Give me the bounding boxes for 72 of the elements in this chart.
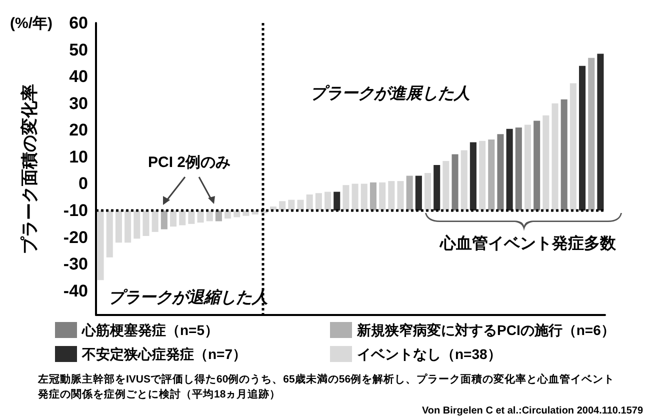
legend-label: 心筋梗塞発症（n=5） — [81, 322, 219, 338]
y-tick-label: 10 — [69, 147, 88, 166]
bar — [297, 200, 304, 211]
bar — [597, 54, 604, 211]
bar — [197, 210, 204, 223]
bar — [115, 210, 122, 243]
y-axis-title: プラーク面積の変化率 — [20, 84, 39, 254]
text: (%/年) — [10, 15, 52, 32]
bar — [97, 210, 104, 280]
bar — [488, 140, 495, 211]
bar — [134, 210, 140, 239]
bar — [442, 160, 450, 211]
y-tick-label: -10 — [63, 201, 88, 220]
y-tick-label: -30 — [63, 254, 88, 274]
bar — [188, 210, 195, 224]
y-tick-label: 50 — [69, 40, 88, 60]
bar — [170, 210, 177, 227]
bar — [452, 154, 458, 211]
bar — [406, 176, 413, 211]
bar — [479, 140, 486, 211]
bar — [506, 128, 513, 211]
bar — [352, 184, 358, 211]
y-tick-label: 20 — [69, 120, 88, 140]
bar — [560, 99, 568, 211]
bar — [570, 83, 576, 211]
annotation: プラークが進展した人 — [310, 84, 470, 102]
bar — [460, 150, 468, 211]
y-tick-label: 60 — [69, 14, 88, 32]
text: 左冠動脈主幹部をIVUSで評価し得た60例のうち、65歳未満の56例を解析し、プラーク面積の変化率と心血管イベント発症の関係を症例ごとに検討（平均18ヵ月追跡） — [37, 372, 615, 400]
text: Von Birgelen C et al.:Circulation 2004.110.1579 — [422, 406, 644, 416]
y-tick-label: -40 — [63, 281, 88, 300]
bar — [397, 181, 404, 211]
bar — [152, 210, 158, 232]
bar — [315, 193, 322, 211]
bar — [552, 103, 558, 211]
bar — [342, 185, 350, 211]
bar — [215, 210, 222, 222]
bar — [524, 124, 532, 211]
bar — [360, 184, 368, 211]
bar — [306, 194, 313, 211]
bar — [124, 210, 132, 243]
bar — [415, 176, 422, 211]
annotation: PCI 2例のみ — [148, 154, 231, 171]
annotation: 心血管イベント発症多数 — [439, 234, 617, 252]
bar — [388, 181, 395, 211]
bar — [379, 182, 386, 211]
legend-label: 不安定狭心症発症（n=7） — [81, 346, 247, 362]
bar — [334, 192, 340, 211]
bar — [542, 115, 550, 211]
bar — [279, 201, 286, 211]
bar — [579, 66, 586, 211]
bar — [288, 200, 295, 211]
bar — [470, 142, 476, 211]
bar — [160, 210, 168, 230]
bar — [370, 182, 376, 211]
bar — [534, 120, 540, 211]
bar — [142, 210, 150, 236]
bar — [324, 192, 332, 211]
bar — [497, 134, 504, 211]
bar — [106, 210, 113, 258]
bar — [179, 210, 186, 226]
y-tick-label: -20 — [63, 228, 88, 247]
legend-label: イベントなし（n=38） — [357, 346, 502, 362]
y-tick-label: 0 — [78, 174, 88, 194]
bar — [224, 210, 232, 219]
y-tick-label: 30 — [69, 94, 88, 113]
legend-label: 新規狭窄病変に対するPCIの施行（n=6） — [356, 322, 615, 338]
y-tick-label: 40 — [69, 67, 88, 86]
bar — [424, 173, 432, 211]
bar — [434, 164, 440, 211]
bar — [515, 127, 522, 211]
bar — [588, 58, 595, 211]
